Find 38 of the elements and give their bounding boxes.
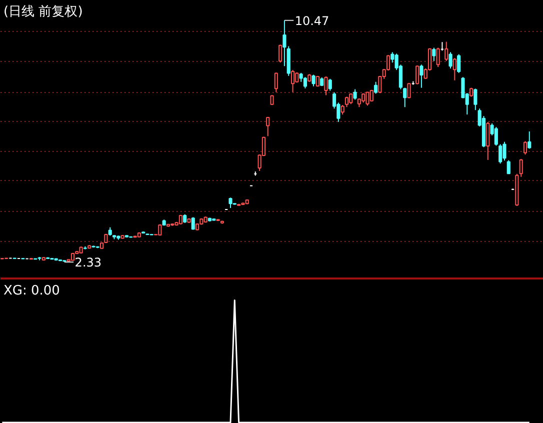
candlestick xyxy=(266,116,270,137)
candlestick xyxy=(416,65,420,85)
chart-title: XG: 0.00 xyxy=(4,284,60,298)
candlestick xyxy=(506,160,510,174)
candlestick xyxy=(519,158,523,178)
candlestick xyxy=(349,93,353,105)
annotation: 2.33 xyxy=(74,256,102,270)
candlestick xyxy=(444,41,448,62)
candlestick xyxy=(228,197,232,209)
candlestick xyxy=(282,20,286,67)
candlestick xyxy=(407,82,411,99)
candlestick xyxy=(303,76,307,89)
candlestick xyxy=(448,52,452,69)
candlestick xyxy=(432,47,436,62)
candlestick xyxy=(494,126,498,146)
candlestick xyxy=(523,140,528,156)
candlestick xyxy=(457,54,461,74)
candlestick xyxy=(328,78,332,92)
candlestick xyxy=(528,130,532,150)
candlestick xyxy=(353,88,357,100)
annotation: 10.47 xyxy=(294,14,330,28)
candlestick xyxy=(474,88,478,111)
candlestick xyxy=(324,76,328,96)
candlestick xyxy=(486,121,490,160)
candlestick xyxy=(436,47,440,68)
candlestick xyxy=(498,144,502,164)
candlestick xyxy=(312,74,316,87)
candlestick xyxy=(420,64,424,88)
candlestick xyxy=(502,141,506,162)
candlestick xyxy=(278,44,282,64)
candlestick xyxy=(274,72,278,93)
candlestick xyxy=(290,69,295,93)
candlestick xyxy=(452,58,456,81)
candlestick xyxy=(191,216,195,230)
candlestick xyxy=(374,81,378,94)
chart-title: (日线 前复权) xyxy=(4,4,83,20)
candlestick xyxy=(366,91,370,106)
candlestick xyxy=(403,87,407,108)
